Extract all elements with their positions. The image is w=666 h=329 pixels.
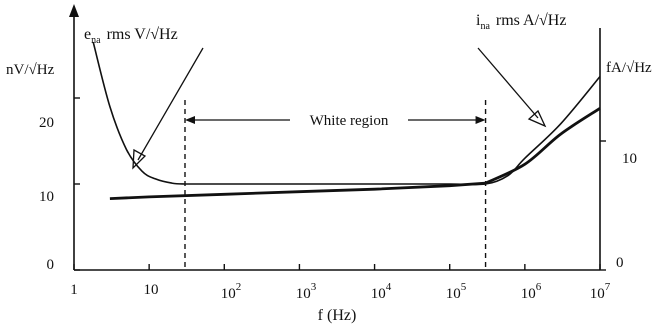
white-region-arrowhead-left <box>184 116 195 124</box>
ylabel-right: fA/√Hz <box>606 60 652 76</box>
y-right-tick-label: 10 <box>622 151 637 167</box>
series-ina-curve <box>109 107 601 200</box>
x-tick-label: 105 <box>446 281 467 302</box>
axis-ticks <box>73 97 606 271</box>
left-axis-arrowhead <box>69 4 79 17</box>
white-region-arrowhead-right <box>475 116 486 124</box>
x-tick-label: 10 <box>144 282 159 298</box>
y-left-tick-label: 10 <box>39 189 54 205</box>
y-left-tick-label: 20 <box>39 115 54 131</box>
ena-label: ena rms V/√Hz <box>84 26 178 46</box>
y-left-tick-label: 0 <box>47 257 55 273</box>
x-tick-label: 103 <box>296 281 317 302</box>
x-tick-label: 107 <box>590 281 611 302</box>
ena-pointer-arrowhead <box>132 148 147 170</box>
x-tick-label: 1 <box>70 282 78 298</box>
ina-pointer-arrowhead <box>527 109 547 128</box>
xlabel: f (Hz) <box>318 307 357 324</box>
x-tick-label: 106 <box>521 281 542 302</box>
white-region-label: White region <box>310 113 389 129</box>
ena-pointer-arrow <box>137 47 204 161</box>
ina-label: ina rms A/√Hz <box>476 12 566 32</box>
ina-pointer-arrow <box>477 47 539 119</box>
x-tick-label: 104 <box>371 281 392 302</box>
x-tick-label: 102 <box>221 281 242 302</box>
ylabel-left: nV/√Hz <box>6 62 55 78</box>
y-right-tick-label: 0 <box>616 255 624 271</box>
